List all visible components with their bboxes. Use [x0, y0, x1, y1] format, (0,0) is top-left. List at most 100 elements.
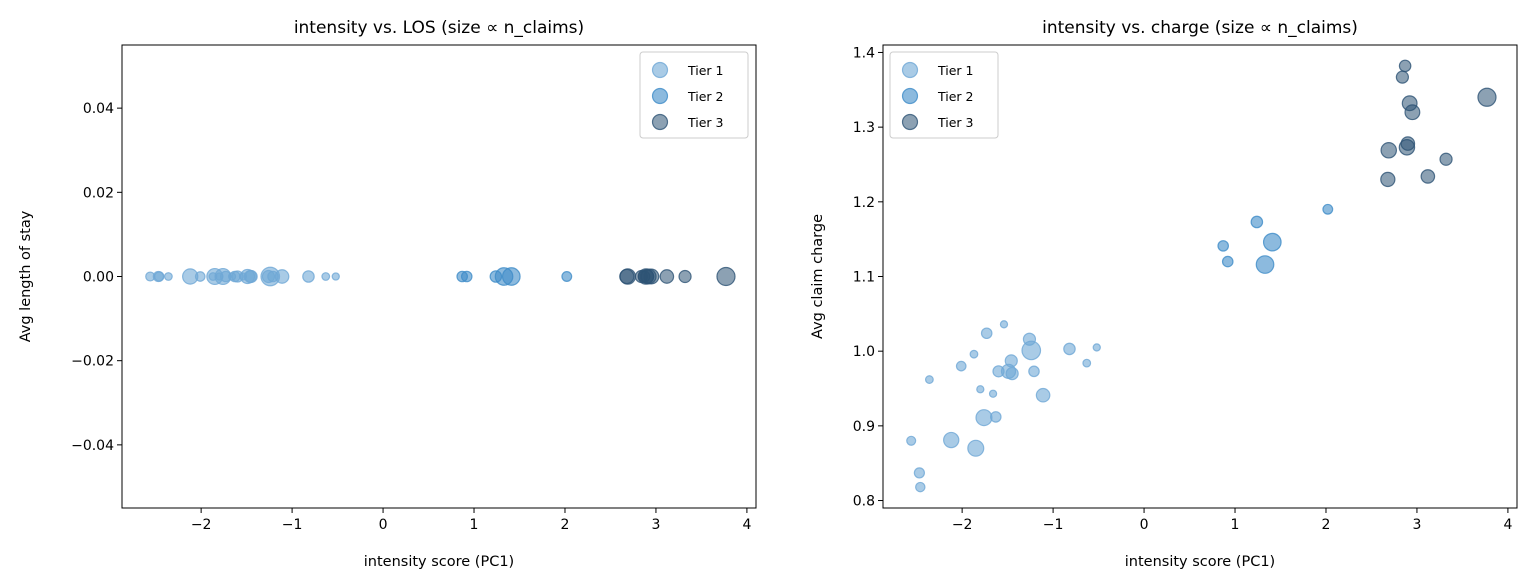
data-point-tier-3: [716, 266, 736, 287]
data-point-tier-1: [1063, 342, 1076, 356]
data-point-tier-2: [1322, 203, 1334, 215]
y-axis-label: Avg claim charge: [810, 214, 826, 339]
x-tick-label: 3: [651, 517, 660, 533]
x-tick-label: −1: [282, 517, 303, 533]
data-point-tier-2: [460, 270, 473, 283]
data-point-tier-3: [1404, 104, 1421, 121]
data-point-tier-3: [1380, 142, 1398, 159]
data-point-tier-1: [988, 389, 998, 398]
y-tick-label: 1.0: [853, 344, 875, 360]
data-point-tier-1: [906, 435, 917, 446]
legend-marker-tier-2: [651, 87, 669, 105]
x-tick-label: 0: [379, 517, 388, 533]
data-point-tier-1: [321, 272, 331, 281]
x-tick-label: 0: [1140, 517, 1149, 533]
data-point-tier-3: [1477, 87, 1497, 107]
data-point-tier-1: [955, 360, 967, 372]
data-point-tier-1: [302, 270, 315, 283]
legend-marker-tier-1: [901, 61, 919, 79]
data-point-tier-2: [1217, 240, 1229, 252]
x-tick-label: 3: [1412, 517, 1421, 533]
legend-marker-tier-1: [651, 61, 669, 79]
data-point-tier-1: [1035, 387, 1051, 403]
data-point-tier-3: [1395, 70, 1409, 84]
y-tick-label: 0.02: [83, 185, 114, 201]
data-point-tier-3: [1398, 59, 1412, 73]
data-point-tier-1: [943, 431, 960, 449]
x-tick-label: −2: [191, 517, 212, 533]
data-point-tier-1: [989, 411, 1002, 423]
data-point-tier-1: [1005, 366, 1019, 381]
data-point-tier-1: [154, 271, 165, 282]
legend-marker-tier-2: [901, 87, 919, 105]
x-tick-label: −1: [1043, 517, 1064, 533]
data-point-tier-3: [1439, 152, 1453, 166]
data-point-tier-1: [915, 481, 926, 493]
x-tick-label: 1: [470, 517, 479, 533]
x-tick-label: −2: [952, 517, 973, 533]
chart-title: intensity vs. charge (size ∝ n_claims): [1042, 18, 1358, 38]
y-tick-label: 0.00: [83, 270, 114, 286]
y-tick-label: 0.9: [853, 419, 875, 435]
chart-2: −2 −1 0 1 2 3 4 0.8 0.9 1.0 1.1 1.2 1.3 1.4 intensity …: [810, 18, 1518, 570]
data-point-tier-1: [1082, 358, 1092, 368]
legend-label: Tier 3: [687, 115, 723, 130]
chart-title: intensity vs. LOS (size ∝ n_claims): [294, 18, 584, 38]
data-point-tier-1: [1028, 365, 1040, 378]
data-point-tier-3: [1398, 139, 1416, 156]
data-point-tier-3: [619, 268, 635, 285]
data-point-tier-3: [1420, 169, 1436, 184]
data-point-tier-2: [1221, 255, 1234, 268]
data-point-tier-1: [967, 439, 985, 457]
y-tick-label: 1.3: [853, 120, 875, 136]
data-point-tier-2: [494, 267, 514, 286]
data-point-tier-1: [274, 269, 290, 284]
data-point-tier-3: [637, 268, 655, 285]
chart-1: −2 −1 0 1 2 3 4 −0.04 −0.02 0.00 0.02 0.04 intensity…: [18, 18, 757, 570]
legend-label: Tier 1: [937, 63, 973, 78]
x-tick-label: 4: [742, 517, 751, 533]
data-point-tier-1: [182, 268, 199, 285]
legend-label: Tier 1: [687, 63, 723, 78]
y-tick-label: −0.04: [71, 438, 114, 454]
data-point-tier-1: [924, 375, 934, 384]
data-point-tier-1: [976, 385, 985, 394]
y-tick-label: 1.1: [853, 270, 875, 286]
data-point-tier-3: [659, 269, 675, 284]
data-point-tier-1: [980, 327, 993, 340]
y-tick-label: 0.04: [83, 101, 114, 117]
x-axis-label: intensity score (PC1): [1125, 554, 1275, 570]
legend-label: Tier 2: [937, 89, 973, 104]
x-tick-label: 2: [561, 517, 570, 533]
data-point-tier-1: [975, 409, 993, 427]
x-tick-label: 2: [1322, 517, 1331, 533]
data-point-tier-1: [1021, 340, 1042, 361]
x-tick-label: 1: [1231, 517, 1240, 533]
data-point-tier-2: [561, 271, 573, 282]
legend-label: Tier 2: [687, 89, 723, 104]
data-point-tier-3: [678, 269, 692, 284]
legend: Tier 1 Tier 2 Tier 3: [889, 51, 999, 139]
data-point-tier-1: [163, 272, 173, 281]
y-tick-label: 0.8: [853, 494, 875, 510]
data-point-tier-2: [1255, 255, 1275, 274]
data-point-tier-2: [1250, 215, 1264, 229]
y-axis-label: Avg length of stay: [18, 210, 34, 342]
data-point-tier-1: [913, 467, 926, 479]
data-point-tier-1: [331, 272, 340, 281]
legend-marker-tier-3: [651, 113, 669, 131]
legend-marker-tier-3: [901, 113, 919, 131]
y-tick-label: 1.4: [853, 45, 875, 61]
y-tick-label: 1.2: [853, 195, 875, 211]
data-point-tier-3: [1380, 171, 1396, 188]
data-point-tier-1: [969, 349, 979, 359]
x-tick-label: 4: [1503, 517, 1512, 533]
legend-label: Tier 3: [937, 115, 973, 130]
data-point-tier-1: [206, 267, 224, 286]
data-point-tier-2: [1262, 232, 1282, 252]
data-point-tier-1: [1092, 343, 1101, 352]
data-point-tier-1: [999, 320, 1009, 329]
data-point-tier-1: [244, 269, 258, 284]
x-axis-label: intensity score (PC1): [364, 554, 514, 570]
